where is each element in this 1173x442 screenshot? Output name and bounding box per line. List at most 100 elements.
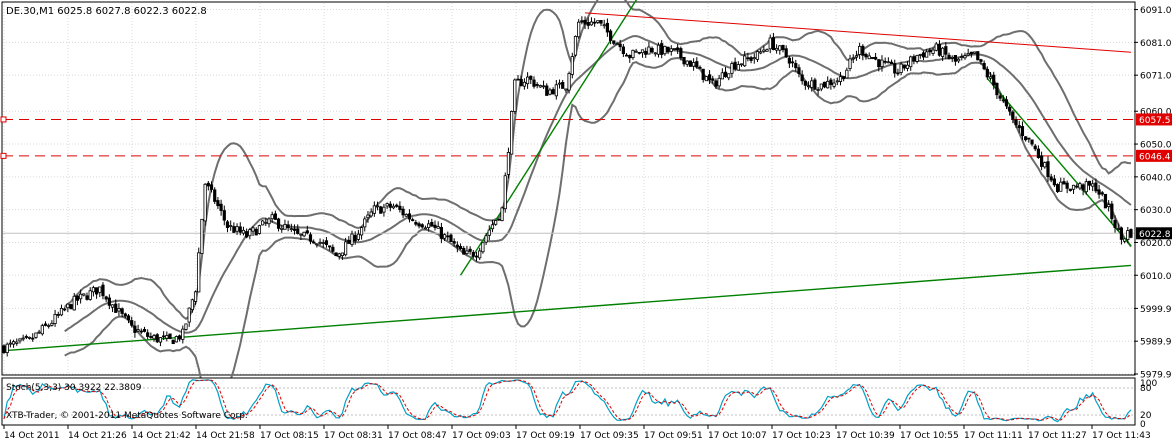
candle-body	[149, 336, 153, 338]
candle-body	[101, 284, 105, 297]
candle-body	[666, 46, 670, 53]
chart-header: DE.30,M1 6025.8 6027.8 6022.3 6022.8	[6, 6, 207, 17]
candle-body	[1123, 238, 1127, 242]
stochastic-lines	[3, 379, 1134, 423]
candle-body	[650, 47, 654, 53]
price-tick-label: 6030.0	[1140, 206, 1172, 216]
candle-body	[864, 53, 868, 58]
candle-body	[5, 343, 9, 353]
candle-body	[375, 205, 380, 208]
candle-body	[490, 224, 495, 230]
candle-body	[193, 291, 198, 302]
bollinger-upper	[64, 0, 1132, 321]
candle-body	[481, 242, 485, 253]
candle-body	[909, 56, 913, 68]
candle-body	[497, 218, 501, 221]
candle-body	[759, 51, 763, 54]
time-tick-label: 17 Oct 09:03	[452, 431, 511, 441]
time-tick-label: 17 Oct 11:27	[1028, 431, 1087, 441]
candle-body	[794, 63, 798, 69]
candle-body	[711, 78, 715, 81]
candle-body	[790, 61, 795, 64]
candle-body	[363, 218, 367, 228]
candle-body	[1055, 184, 1060, 193]
candle-body	[810, 80, 814, 88]
candle-body	[532, 79, 536, 87]
candle-body	[1033, 145, 1037, 150]
candle-body	[640, 49, 645, 54]
time-tick-label: 17 Oct 08:15	[260, 431, 319, 441]
candle-body	[177, 335, 182, 340]
candle-body	[797, 67, 801, 75]
candle-body	[727, 73, 731, 79]
stoch-tick-label: 100	[1140, 379, 1157, 389]
candle-body	[733, 61, 737, 70]
candle-body	[146, 332, 150, 337]
candle-body	[634, 50, 638, 53]
candle-body	[171, 339, 175, 345]
candle-body	[66, 303, 70, 309]
candle-body	[717, 77, 721, 87]
candle-body	[420, 224, 424, 228]
candle-body	[979, 59, 983, 62]
candle-body	[462, 248, 466, 255]
candle-body	[235, 226, 239, 232]
candle-body	[1113, 219, 1117, 228]
candle-body	[388, 203, 392, 208]
candle-body	[1046, 161, 1050, 178]
candle-body	[928, 49, 932, 53]
candle-body	[222, 210, 226, 221]
candle-body	[506, 152, 511, 175]
candle-body	[692, 62, 696, 67]
candle-body	[331, 246, 335, 252]
candle-body	[564, 88, 568, 91]
candle-body	[155, 334, 159, 343]
candle-body	[944, 46, 948, 55]
candle-body	[1129, 229, 1133, 238]
candle-body	[379, 206, 383, 214]
candle-body	[701, 68, 705, 80]
price-tick-label: 6091.0	[1140, 6, 1172, 16]
candle-body	[487, 229, 491, 236]
candle-body	[1004, 99, 1009, 107]
candle-body	[1040, 155, 1044, 167]
candle-body	[525, 76, 530, 85]
candle-body	[880, 59, 884, 67]
candle-body	[203, 183, 207, 222]
time-axis: 14 Oct 2011 14 Oct 21:26 14 Oct 21:42 14 Oc…	[3, 425, 1151, 441]
candle-body	[264, 221, 268, 224]
candle-body	[867, 55, 871, 60]
price-tick-label: 6010.0	[1140, 272, 1172, 282]
candle-body	[912, 56, 916, 62]
candle-body	[644, 50, 648, 55]
candle-body	[273, 213, 277, 220]
time-tick-label: 17 Oct 10:23	[772, 431, 831, 441]
candle-body	[960, 56, 964, 59]
candle-body	[787, 57, 791, 64]
candle-body	[158, 337, 163, 343]
candle-body	[704, 76, 708, 82]
candle-body	[618, 43, 622, 48]
candle-body	[551, 89, 555, 95]
grid	[3, 3, 1134, 375]
candle-body	[72, 295, 76, 311]
candles	[2, 16, 1133, 357]
candle-body	[455, 244, 459, 248]
candle-body	[775, 47, 779, 51]
time-tick-label: 17 Oct 10:55	[900, 431, 959, 441]
candle-body	[2, 345, 6, 354]
candle-body	[557, 82, 562, 85]
candle-body	[37, 331, 41, 334]
candle-body	[1094, 182, 1098, 192]
candle-body	[1116, 228, 1120, 230]
candle-body	[685, 60, 689, 65]
candle-body	[1091, 183, 1095, 187]
candle-body	[768, 37, 772, 50]
candle-body	[40, 325, 44, 335]
candle-body	[660, 43, 664, 55]
candle-body	[963, 55, 967, 59]
candle-body	[806, 85, 811, 88]
candle-body	[848, 58, 852, 69]
candle-body	[647, 46, 651, 55]
candle-body	[126, 315, 131, 321]
